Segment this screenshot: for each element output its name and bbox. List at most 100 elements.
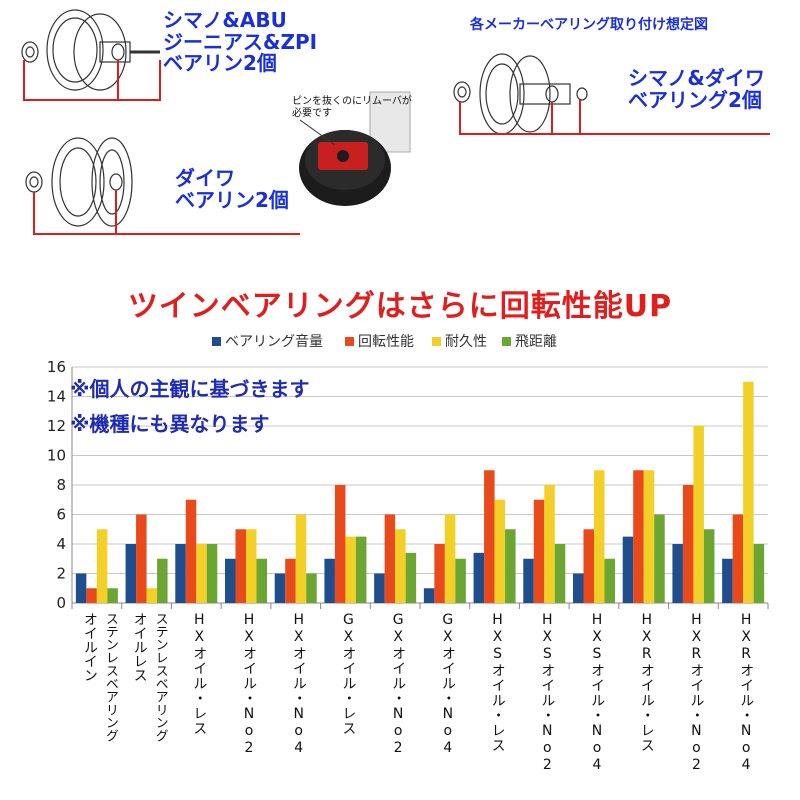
bar-0-2 [96,529,108,603]
legend-label-3: 飛距離 [515,333,557,350]
category-label-12: HXRオイル・No2 [688,612,705,774]
bar-11-2 [643,470,655,603]
y-tick-label-12: 12 [47,417,66,435]
bar-1-2 [146,588,158,603]
bar-6-3 [405,552,417,603]
bar-13-2 [743,381,754,603]
legend-label-1: 回転性能 [358,334,414,350]
bar-chart: ベアリング音量 回転性能 耐久性 飛距離 0 2 4 6 8 10 12 14 16 [47,333,769,612]
bar-5-3 [355,536,367,603]
category-label-0-part0: オイルイン [81,612,98,682]
spool-drawing-shimano-abu [21,9,160,91]
label-title-right: 各メーカーベアリング取り付け想定図 [470,17,708,33]
bar-10-1 [583,529,594,603]
legend-swatch-3 [502,337,511,346]
bar-4-1 [285,558,296,603]
y-tick-label-16: 16 [47,358,66,376]
label-shimano-daiwa-line1: シマノ&ダイワ [628,66,765,90]
bar-3-1 [235,529,246,603]
bar-12-0 [672,544,683,603]
legend-swatch-2 [432,337,441,346]
callout-line1: ピンを抜くのにリムーバが [292,96,412,107]
bar-11-0 [622,536,634,603]
bar-6-0 [374,573,385,603]
bar-5-2 [345,536,356,603]
bar-1-1 [136,514,147,603]
note-model-varies: ※機種にも異なります [70,412,270,436]
bar-13-3 [753,544,765,603]
callout-line2: 必要です [292,108,332,119]
y-tick-label-14: 14 [47,388,66,406]
bar-9-2 [544,485,555,603]
bar-1-0 [125,544,137,603]
legend-label-2: 耐久性 [445,334,487,350]
red-line-daiwa [33,190,300,235]
bar-3-0 [225,558,236,603]
bar-2-2 [196,544,207,603]
bar-9-0 [523,558,534,603]
bar-11-1 [633,470,644,603]
bar-0-1 [86,588,97,603]
legend-swatch-1 [345,337,354,346]
category-label-6: GXオイル・No2 [390,612,407,757]
bar-4-0 [274,573,286,603]
bar-10-0 [573,573,584,603]
label-shimano-abu-line3: ベアリン2個 [163,51,277,76]
bar-6-2 [395,529,406,603]
bar-2-0 [175,544,186,603]
spool-drawing-shimano-daiwa [453,53,588,135]
remover-tool-image [299,91,411,206]
bar-8-3 [505,529,516,603]
label-shimano-abu-line2: ジーニアス&ZPI [163,29,318,54]
label-shimano-abu-line1: シマノ&ABU [163,8,287,32]
label-daiwa-line1: ダイワ [175,166,235,190]
label-daiwa-line2: ベアリン2個 [175,187,289,212]
category-label-10: HXSオイル・No4 [589,612,605,774]
y-tick-label-6: 6 [56,506,66,524]
bar-7-0 [423,588,435,603]
bar-8-0 [473,552,485,603]
category-label-2: HXオイル・レス [191,612,208,736]
y-tick-label-10: 10 [47,447,66,465]
category-label-5: GXオイル・レス [340,612,357,736]
y-tick-label-8: 8 [56,476,66,494]
red-line-shimano-daiwa [459,100,770,135]
bar-12-1 [682,485,694,603]
y-tick-label-4: 4 [56,535,66,553]
category-label-8: HXSオイル・レス [489,612,506,753]
label-shimano-abu: シマノ&ABU ジーニアス&ZPI ベアリン2個 [163,8,318,76]
category-label-0-part1: ステンレスベアリング [102,612,118,742]
bar-4-3 [306,573,317,603]
bar-5-0 [324,558,335,603]
chart-legend: ベアリング音量 回転性能 耐久性 飛距離 [212,333,557,350]
bar-10-2 [594,470,605,603]
bar-3-3 [256,558,267,603]
category-label-4: HXオイル・No4 [290,612,307,757]
bar-6-1 [384,514,396,603]
callout-line [299,119,336,146]
bar-5-1 [334,485,346,603]
bar-0-3 [107,588,118,603]
category-label-3: HXオイル・No2 [241,612,257,757]
category-label-11: HXRオイル・レス [638,612,655,753]
bar-8-2 [494,499,506,603]
red-line-shimano-abu [23,60,161,101]
bar-7-3 [455,558,466,603]
legend-swatch-0 [212,337,221,346]
bar-2-3 [206,544,218,603]
bar-8-1 [484,470,495,603]
bar-13-0 [722,558,733,603]
label-shimano-daiwa: シマノ&ダイワ ベアリング2個 [628,66,765,111]
bearing-diagram [21,9,770,235]
bar-9-3 [554,544,566,603]
legend-label-0: ベアリング音量 [225,333,323,350]
bar-2-1 [185,499,197,603]
category-label-1-part1: ステンレスベアリング [152,612,168,742]
y-tick-label-0: 0 [56,594,66,612]
bar-4-2 [295,514,307,603]
category-label-1-part0: オイルレス [131,612,148,682]
y-tick-label-2: 2 [56,565,66,583]
bar-12-3 [703,529,715,603]
category-label-7: GXオイル・No4 [439,612,456,757]
callout-remover-note: ピンを抜くのにリムーバが 必要です [292,96,412,120]
